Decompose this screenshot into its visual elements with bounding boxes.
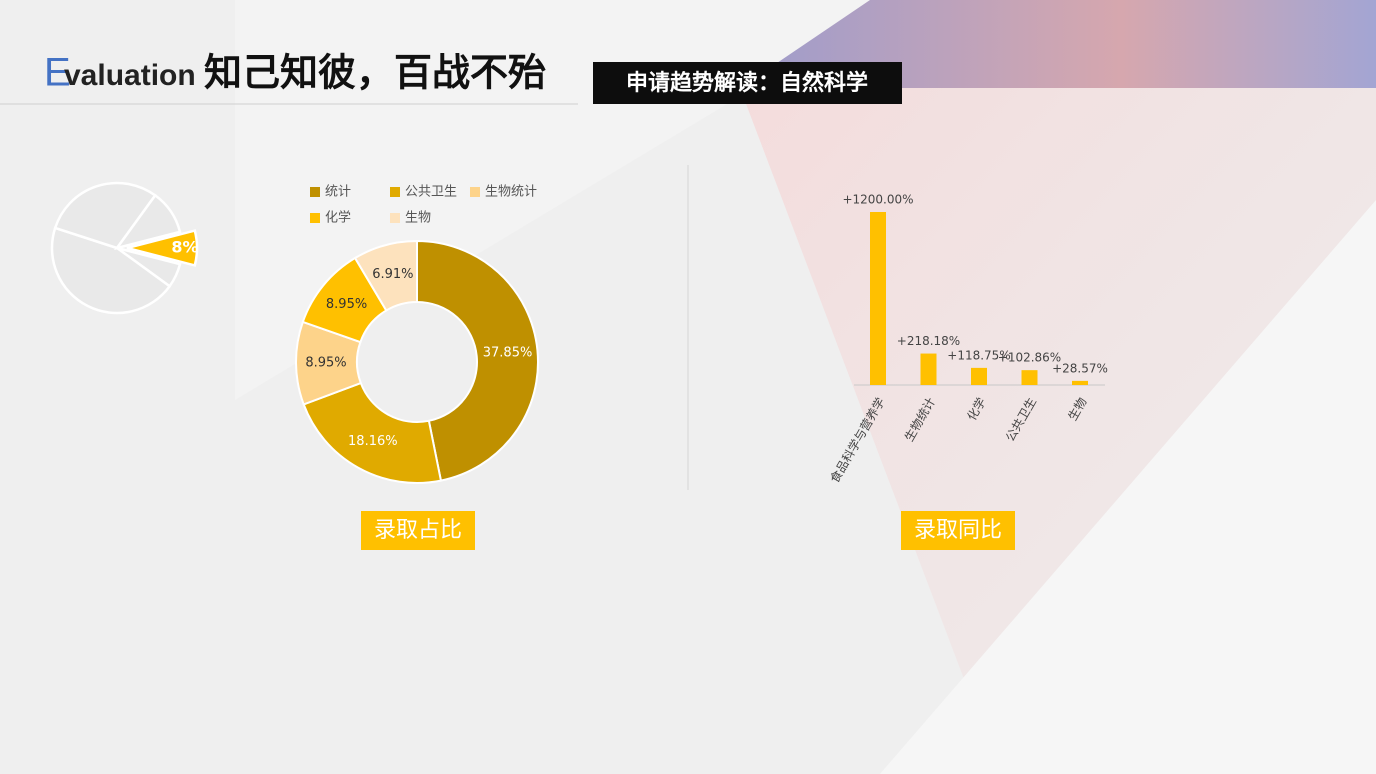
slice-label: 6.91% [372,267,413,282]
legend-label: 化学 [325,210,351,226]
slice-label: 8.95% [305,355,346,370]
title-text: valuation [64,59,196,92]
caption-box [901,511,1015,550]
tag-box [593,62,902,104]
slice-label: 37.85% [483,345,533,360]
value-label: +218.18% [897,334,960,348]
bar [920,353,937,385]
bg-shape [880,200,1376,774]
bar [1072,380,1088,385]
title-initial: E [44,51,71,95]
bar [1021,370,1038,385]
legend-swatch [390,187,400,197]
bar [870,212,886,385]
pie-slice [126,229,199,267]
value-label: +1200.00% [842,193,913,207]
tag-text: 申请趋势解读：自然科学 [626,70,868,96]
pie-slice [53,181,157,250]
caption: 录取同比 [914,518,1002,543]
legend-swatch [390,213,400,223]
donut-slice [302,381,443,484]
legend-label: 生物统计 [485,185,537,200]
legend-label: 公共卫生 [405,185,457,200]
value-label: +102.86% [998,351,1061,365]
donut-slice [353,239,418,312]
bar [971,367,987,385]
value-label: +28.57% [1052,361,1108,375]
value-label: +118.75% [947,348,1010,362]
legend-label: 统计 [325,185,351,200]
legend-swatch [470,187,480,197]
donut-slice [416,239,539,482]
legend-swatch [310,187,320,197]
slice-label: 8.95% [326,297,367,312]
title-cn: 知己知彼，百战不殆 [204,51,546,95]
pie-slice [113,193,182,251]
legend-swatch [310,213,320,223]
caption: 录取占比 [374,518,462,543]
caption-box [361,511,475,550]
slice-label: 8% [171,238,198,257]
legend-label: 生物 [405,211,431,226]
pie-slice [50,226,172,315]
slice-label: 18.16% [348,434,398,449]
